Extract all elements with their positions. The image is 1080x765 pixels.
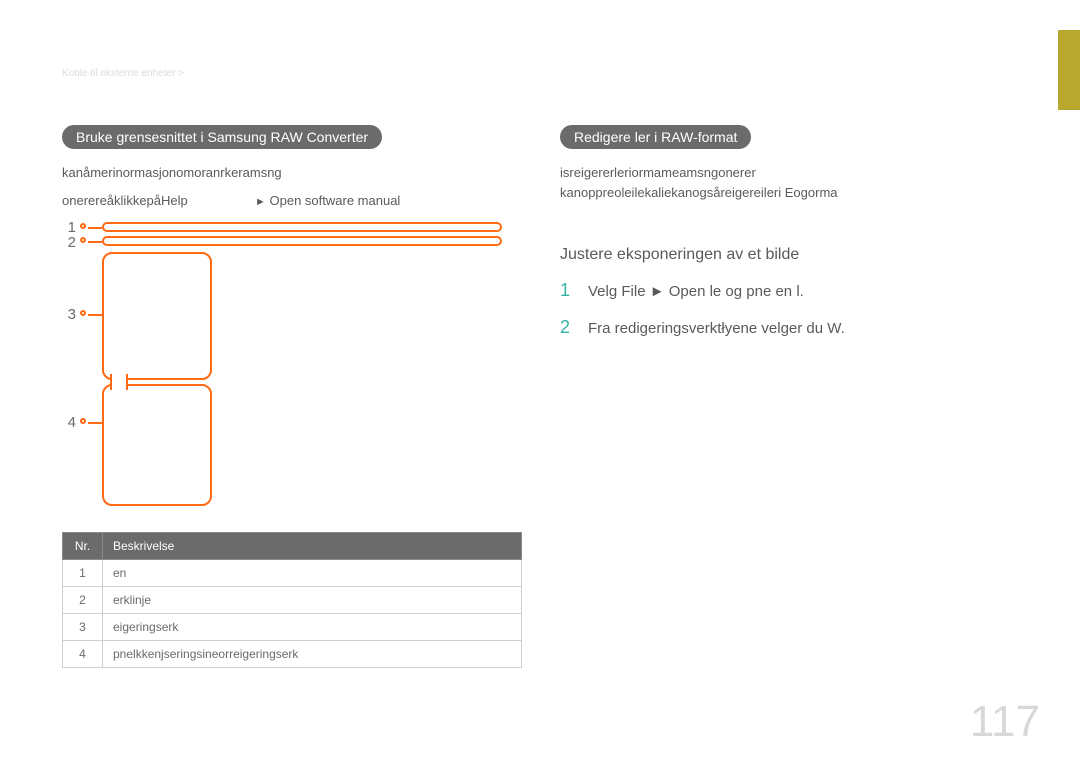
- table-row: 3 eigeringserk: [63, 614, 522, 641]
- callout-4: 4: [62, 414, 76, 431]
- table-cell: pnelkkenjseringsineorreigeringserk: [103, 641, 522, 668]
- ui-diagram: 1 2 3 4: [62, 222, 522, 522]
- diagram-connector: [110, 374, 128, 390]
- callout-line: [88, 314, 102, 316]
- step-number: 1: [560, 280, 574, 301]
- step-text: Fra redigeringsverktłyene velger du W.: [588, 320, 845, 337]
- left-column: Bruke grensesnittet i Samsung RAW Conver…: [62, 125, 522, 668]
- table-header-nr: Nr.: [63, 533, 103, 560]
- legend-table: Nr. Beskrivelse 1 en 2 erklinje 3 eigeri…: [62, 532, 522, 668]
- callout-dot: [80, 223, 86, 229]
- diagram-region-panel-bottom: [102, 384, 212, 506]
- section-pill-left: Bruke grensesnittet i Samsung RAW Conver…: [62, 125, 382, 149]
- table-row: 1 en: [63, 560, 522, 587]
- table-row: 4 pnelkkenjseringsineorreigeringserk: [63, 641, 522, 668]
- left-para-1: kanåmerinormasjonomoranrkeramsng: [62, 163, 522, 183]
- callout-line: [88, 422, 102, 424]
- breadcrumb: Koble til eksterne enheter >: [62, 68, 184, 79]
- arrow-icon: ►: [255, 196, 266, 208]
- help-text: onerereåklikkepåHelp: [62, 193, 188, 208]
- table-cell: 1: [63, 560, 103, 587]
- callout-2: 2: [62, 234, 76, 251]
- section-pill-right: Redigere ler i RAW-format: [560, 125, 751, 149]
- table-cell: en: [103, 560, 522, 587]
- manual-link-text: Open software manual: [270, 193, 401, 208]
- callout-dot: [80, 418, 86, 424]
- step-2: 2 Fra redigeringsverktłyene velger du W.: [560, 317, 1020, 338]
- table-cell: 3: [63, 614, 103, 641]
- step-number: 2: [560, 317, 574, 338]
- callout-3: 3: [62, 306, 76, 323]
- step-1: 1 Velg File ► Open le og pne en l.: [560, 280, 1020, 301]
- callout-line: [88, 241, 102, 243]
- callout-line: [88, 227, 102, 229]
- table-row: 2 erklinje: [63, 587, 522, 614]
- right-para-1: isreigererleriormameamsngonerer kanoppre…: [560, 163, 880, 202]
- table-cell: eigeringserk: [103, 614, 522, 641]
- page-number: 117: [970, 697, 1040, 747]
- chapter-tab: [1058, 30, 1080, 110]
- table-cell: 2: [63, 587, 103, 614]
- table-cell: erklinje: [103, 587, 522, 614]
- diagram-region-panel-top: [102, 252, 212, 380]
- diagram-region-toolbar: [102, 236, 502, 246]
- diagram-region-menubar: [102, 222, 502, 232]
- callout-dot: [80, 310, 86, 316]
- callout-dot: [80, 237, 86, 243]
- table-cell: 4: [63, 641, 103, 668]
- right-column: Redigere ler i RAW-format isreigererleri…: [560, 125, 1020, 354]
- table-header-desc: Beskrivelse: [103, 533, 522, 560]
- left-para-2: onerereåklikkepåHelp ► Open software man…: [62, 191, 522, 211]
- step-text: Velg File ► Open le og pne en l.: [588, 283, 804, 300]
- subheading: Justere eksponeringen av et bilde: [560, 246, 1020, 264]
